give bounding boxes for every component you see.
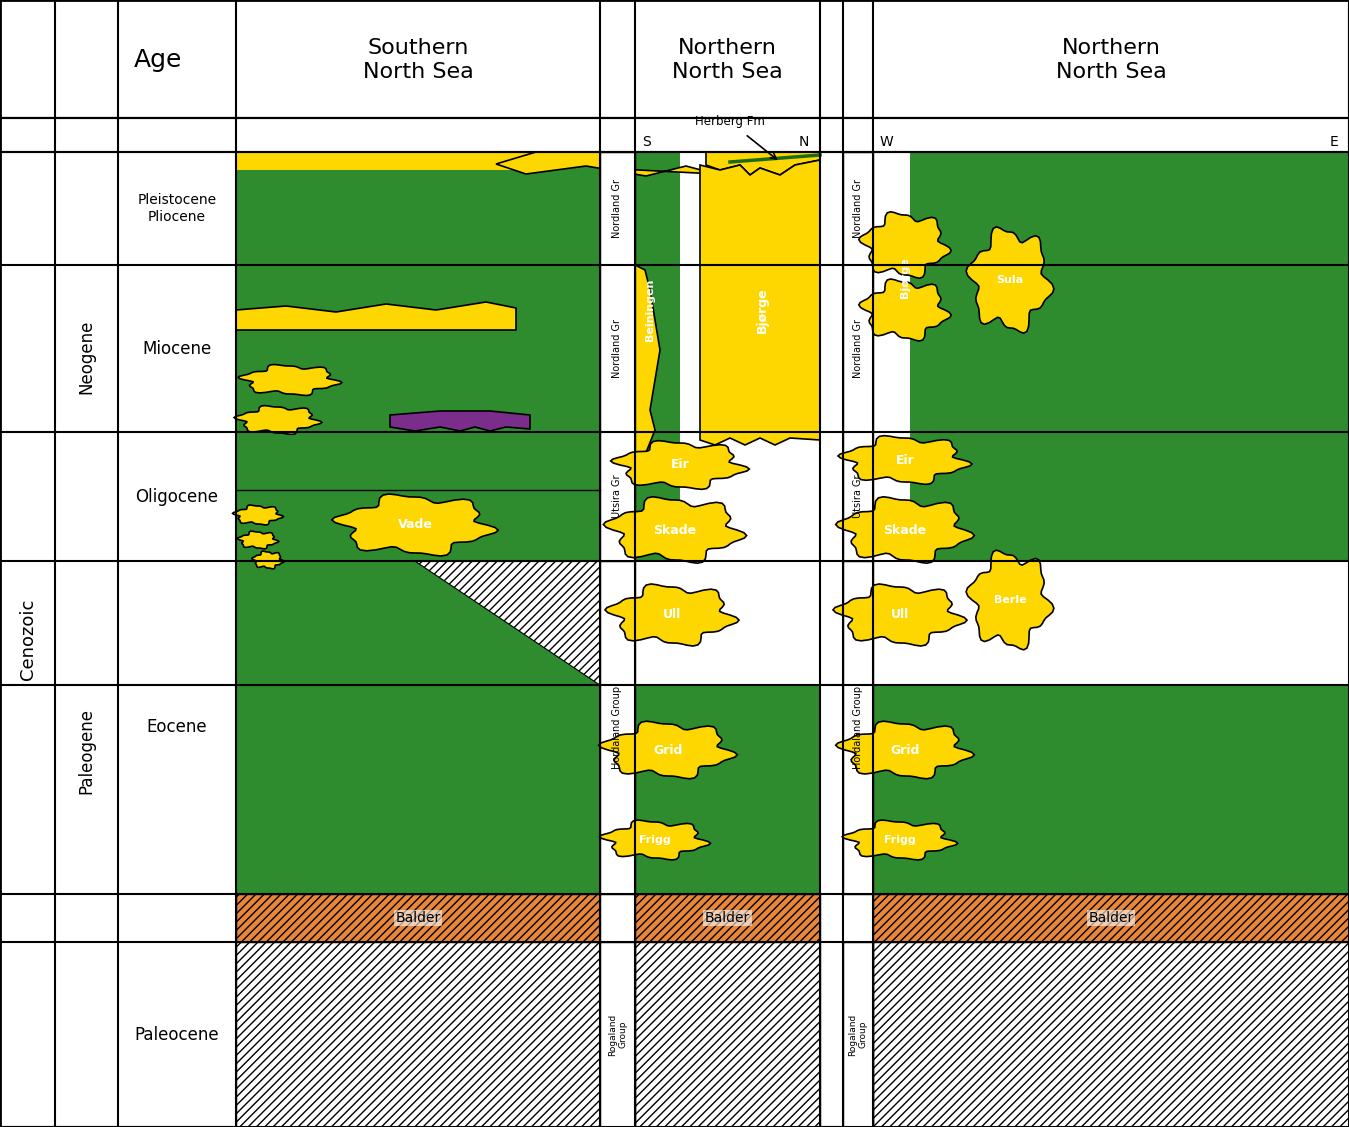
Bar: [236, 152, 600, 894]
Bar: [600, 561, 635, 894]
Text: Frigg: Frigg: [639, 835, 670, 845]
Text: Oligocene: Oligocene: [135, 488, 219, 506]
Text: N: N: [799, 135, 809, 149]
Polygon shape: [706, 152, 820, 175]
Text: Grid: Grid: [653, 744, 683, 756]
Text: Nordland Gr: Nordland Gr: [612, 179, 622, 238]
Text: Eocene: Eocene: [147, 719, 208, 737]
Bar: [843, 942, 873, 1127]
Text: Frigg: Frigg: [884, 835, 916, 845]
Polygon shape: [599, 820, 711, 860]
Text: Herberg Fm: Herberg Fm: [695, 115, 765, 128]
Text: Bjørge: Bjørge: [900, 258, 911, 299]
Bar: [873, 561, 1349, 894]
Polygon shape: [859, 212, 951, 278]
Bar: [635, 894, 820, 942]
Text: Southern
North Sea: Southern North Sea: [363, 37, 473, 82]
Text: Eir: Eir: [896, 453, 915, 467]
Polygon shape: [966, 227, 1054, 334]
Bar: [843, 152, 873, 561]
Text: Nordland Gr: Nordland Gr: [853, 319, 863, 378]
Text: Skade: Skade: [884, 524, 927, 536]
Bar: [600, 942, 635, 1127]
Polygon shape: [237, 364, 343, 396]
Bar: [843, 561, 873, 894]
Text: Balder: Balder: [395, 911, 441, 925]
Text: Eir: Eir: [670, 459, 689, 471]
Polygon shape: [237, 531, 279, 549]
Polygon shape: [390, 411, 530, 431]
Text: Miocene: Miocene: [143, 339, 212, 357]
Polygon shape: [235, 406, 322, 434]
Text: Hordaland Group: Hordaland Group: [853, 686, 863, 769]
Polygon shape: [635, 152, 660, 455]
Polygon shape: [604, 584, 739, 646]
Text: Cenozoic: Cenozoic: [19, 598, 36, 681]
Bar: [236, 942, 600, 1127]
Text: Grid: Grid: [890, 744, 920, 756]
Text: Rogaland
Group: Rogaland Group: [608, 1013, 627, 1056]
Polygon shape: [236, 302, 517, 330]
Bar: [680, 152, 820, 561]
Text: Balder: Balder: [1089, 911, 1133, 925]
Text: Nordland Gr: Nordland Gr: [853, 179, 863, 238]
Bar: [635, 685, 820, 894]
Polygon shape: [835, 721, 974, 779]
Bar: [236, 894, 600, 942]
Text: Neogene: Neogene: [77, 319, 96, 393]
Text: Northern
North Sea: Northern North Sea: [1056, 37, 1167, 82]
Bar: [0, 118, 1349, 152]
Text: Ull: Ull: [890, 609, 909, 621]
Bar: [873, 685, 1349, 894]
Text: Bjørge: Bjørge: [755, 287, 769, 332]
Bar: [600, 152, 635, 561]
Bar: [873, 894, 1349, 942]
Bar: [635, 561, 820, 894]
Polygon shape: [603, 497, 746, 564]
Text: Skade: Skade: [653, 524, 696, 536]
Polygon shape: [415, 561, 600, 685]
Bar: [873, 152, 911, 561]
Text: W: W: [880, 135, 893, 149]
Polygon shape: [859, 279, 951, 341]
Bar: [873, 942, 1349, 1127]
Text: Vade: Vade: [398, 518, 433, 532]
Text: Beiningen: Beiningen: [645, 278, 656, 341]
Polygon shape: [842, 820, 958, 860]
Bar: [920, 152, 1349, 561]
Polygon shape: [835, 497, 974, 564]
Bar: [635, 152, 820, 894]
Polygon shape: [252, 551, 285, 569]
Polygon shape: [232, 505, 283, 525]
Bar: [873, 152, 1349, 894]
Text: Rogaland
Group: Rogaland Group: [849, 1013, 867, 1056]
Text: Age: Age: [134, 48, 182, 72]
Text: Northern
North Sea: Northern North Sea: [672, 37, 782, 82]
Bar: [0, 0, 1349, 118]
Text: E: E: [1330, 135, 1338, 149]
Polygon shape: [332, 494, 498, 556]
Bar: [635, 942, 820, 1127]
Text: Paleogene: Paleogene: [77, 709, 96, 795]
Bar: [635, 152, 680, 561]
Polygon shape: [966, 550, 1054, 650]
Text: Pleistocene
Pliocene: Pleistocene Pliocene: [138, 194, 217, 223]
Text: Hordaland Group: Hordaland Group: [612, 686, 622, 769]
Text: Nordland Gr: Nordland Gr: [612, 319, 622, 378]
Polygon shape: [236, 152, 716, 176]
Polygon shape: [832, 584, 967, 646]
Text: Sula: Sula: [997, 275, 1024, 285]
Text: Utsira Gr: Utsira Gr: [612, 474, 622, 518]
Text: Berle: Berle: [994, 595, 1027, 605]
Text: Paleocene: Paleocene: [135, 1026, 220, 1044]
Bar: [236, 152, 536, 170]
Text: Balder: Balder: [706, 911, 750, 925]
Text: Ull: Ull: [662, 609, 681, 621]
Polygon shape: [700, 160, 820, 445]
Polygon shape: [611, 441, 749, 489]
Text: S: S: [642, 135, 650, 149]
Polygon shape: [838, 436, 973, 485]
Text: Utsira Gr: Utsira Gr: [853, 474, 863, 518]
Polygon shape: [599, 721, 738, 779]
